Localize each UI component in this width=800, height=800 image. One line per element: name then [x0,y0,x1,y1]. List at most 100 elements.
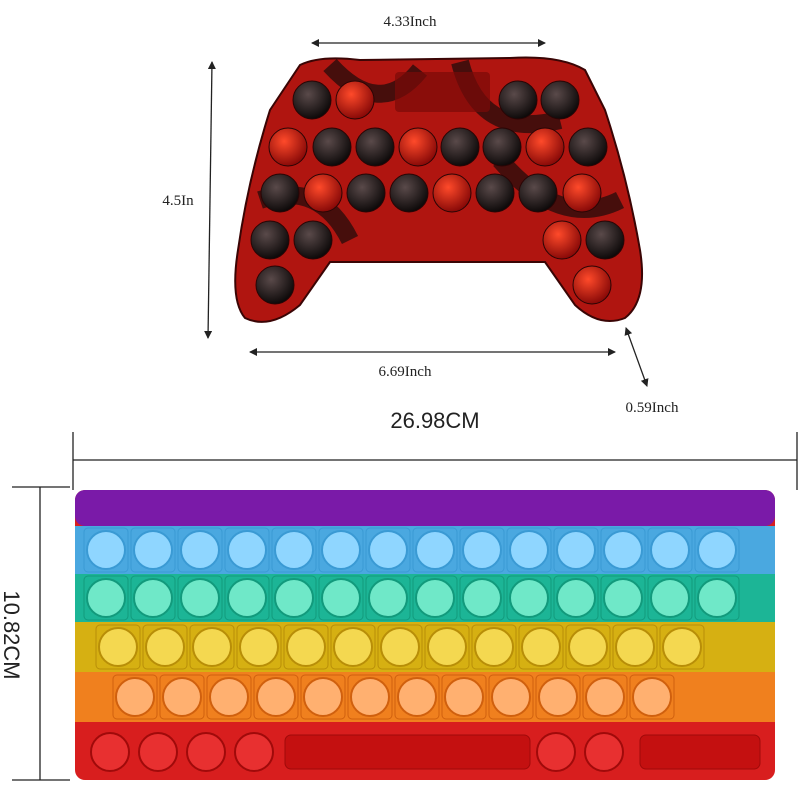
bubble [518,173,558,213]
key [647,527,693,573]
space-key [284,734,531,770]
key [318,527,364,573]
key [130,527,176,573]
bubble [556,530,596,570]
key [236,624,282,670]
bubble [380,627,420,667]
bubble [444,677,484,717]
bubble [482,127,522,167]
bubble [312,127,352,167]
bubble [209,677,249,717]
bubble [274,530,314,570]
bubble [292,80,332,120]
key [377,624,423,670]
bubble [697,578,737,618]
bubble [615,627,655,667]
bubble [556,578,596,618]
bubble [562,173,602,213]
bubble [491,677,531,717]
bubble [227,578,267,618]
bubble [90,732,130,772]
key [130,575,176,621]
dimension-label: 4.5In [162,193,194,209]
bubble [650,578,690,618]
bubble [650,530,690,570]
dimension-label: 6.69Inch [379,364,432,380]
bubble [697,530,737,570]
key [694,527,740,573]
bubble [542,220,582,260]
bubble [138,732,178,772]
key [330,624,376,670]
key [83,527,129,573]
keyboard-bubbles [83,527,740,772]
bubble [462,530,502,570]
key [600,527,646,573]
bubble [440,127,480,167]
bubble [368,530,408,570]
key [629,674,675,720]
bubble [662,627,702,667]
bubble [234,732,274,772]
bubble [432,173,472,213]
key [639,734,761,770]
bubble [474,627,514,667]
key [283,624,329,670]
bubble [389,173,429,213]
bubble [585,677,625,717]
bubble [603,530,643,570]
key [206,674,252,720]
dimension-arrow [204,61,216,339]
bubble [192,627,232,667]
bubble [525,127,565,167]
key [506,527,552,573]
key [659,624,705,670]
key [612,624,658,670]
key [471,624,517,670]
bubble [355,127,395,167]
bubble [415,530,455,570]
key [271,527,317,573]
key [224,527,270,573]
key [177,575,223,621]
key [142,624,188,670]
key [159,674,205,720]
key [488,674,534,720]
bubble [321,530,361,570]
bubble [250,220,290,260]
dimension-label: 0.59Inch [626,400,679,416]
key [177,527,223,573]
bubble [303,173,343,213]
bubble [255,265,295,305]
key [394,674,440,720]
bubble [268,127,308,167]
key [83,575,129,621]
bubble [293,220,333,260]
bubble [145,627,185,667]
key [600,575,646,621]
key [189,624,235,670]
bubble [115,677,155,717]
bubble [303,677,343,717]
bubble [286,627,326,667]
key [582,674,628,720]
bubble [260,173,300,213]
key [459,575,505,621]
bubble [346,173,386,213]
bubble [536,732,576,772]
key [694,575,740,621]
bubble [86,530,126,570]
key [412,527,458,573]
bubble [509,530,549,570]
bubble [584,732,624,772]
bubble [86,578,126,618]
key [535,674,581,720]
key [506,575,552,621]
bubble [333,627,373,667]
dimension-label: 10.82CM [0,590,24,679]
bubble [98,627,138,667]
bubble [521,627,561,667]
key [365,527,411,573]
bubble [180,578,220,618]
